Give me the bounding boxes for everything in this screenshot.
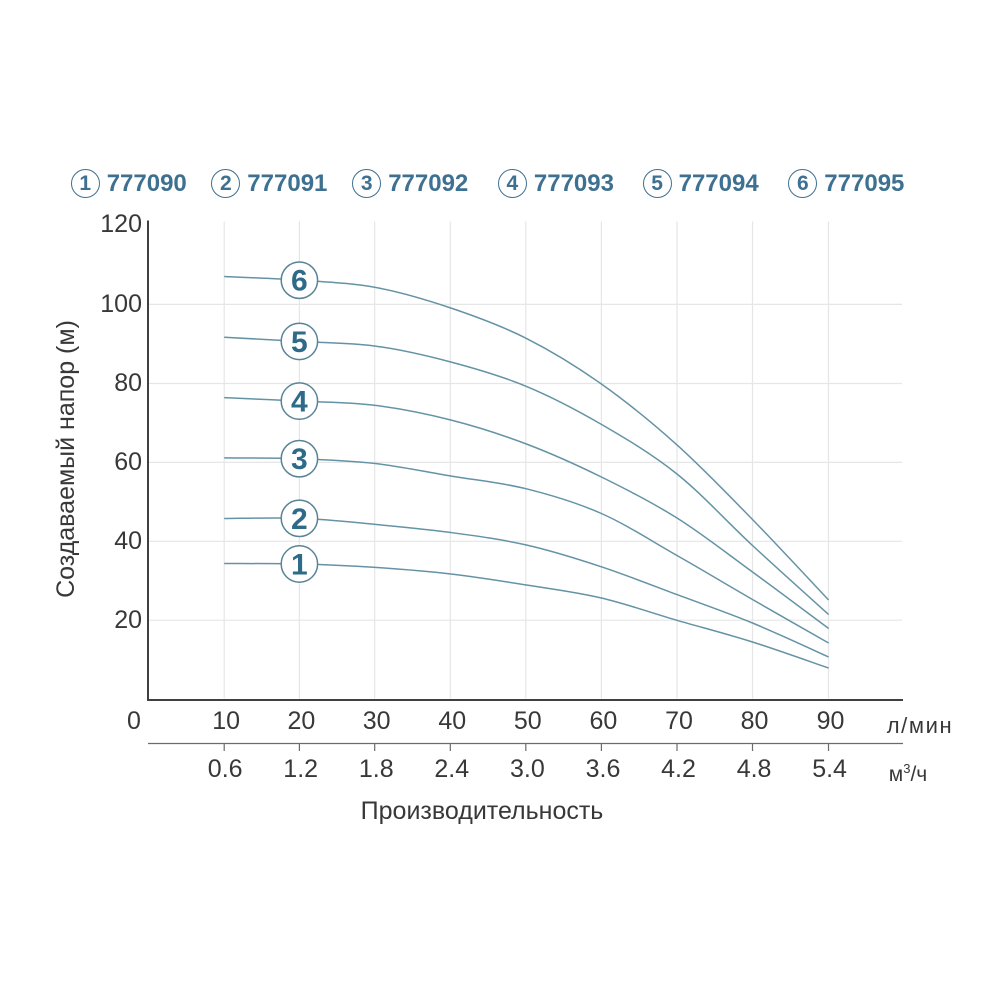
svg-text:2: 2 (291, 503, 308, 536)
svg-text:3: 3 (291, 443, 308, 476)
svg-text:1: 1 (291, 549, 308, 582)
svg-text:5: 5 (291, 326, 308, 359)
svg-text:6: 6 (291, 265, 308, 298)
svg-text:4: 4 (291, 386, 308, 419)
